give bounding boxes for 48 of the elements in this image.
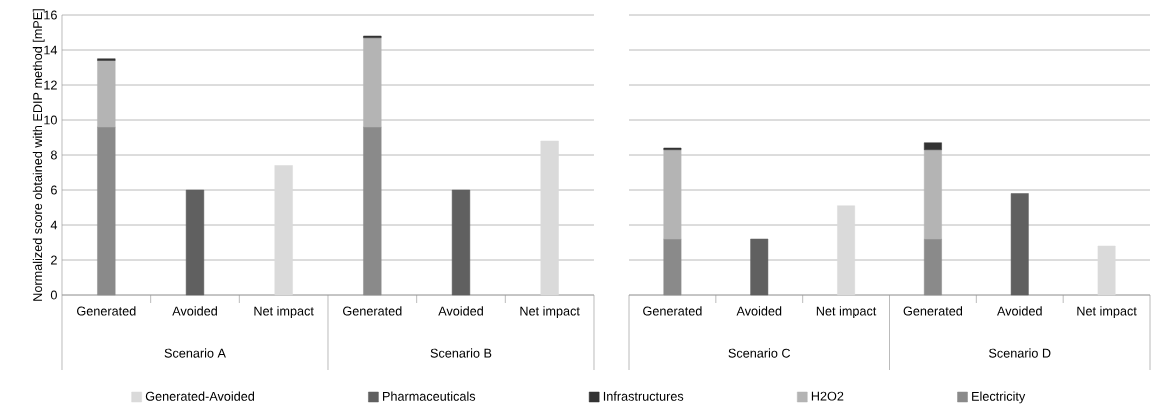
bar	[97, 60, 116, 128]
text: Scenario D	[989, 348, 1051, 358]
x-tick-label: Avoided	[438, 306, 483, 316]
x-tick-label: Avoided	[736, 306, 782, 316]
y-tick-label: 10	[44, 115, 57, 125]
x-tick-label: Net impact	[1077, 306, 1137, 319]
y-tick-label: 8	[50, 150, 57, 160]
bar	[923, 149, 942, 240]
legend-label: H2O2	[811, 391, 844, 401]
bar	[274, 165, 293, 296]
y-tick-label: 14	[44, 45, 58, 55]
bar	[185, 189, 205, 296]
x-tick-label: Generated	[77, 306, 136, 316]
text: Scenario C	[728, 348, 791, 358]
x-tick-label: Net impact	[520, 306, 580, 319]
bar	[363, 37, 382, 128]
x-tick-label: Avoided	[997, 306, 1042, 316]
y-tick-label: 0	[50, 290, 57, 300]
bar	[750, 238, 769, 296]
x-tick-label: Generated	[903, 306, 963, 316]
legend-label: Pharmaceuticals	[383, 391, 476, 401]
bar	[97, 126, 116, 296]
bar	[363, 126, 382, 296]
legend-label: Electricity	[972, 391, 1026, 404]
y-tick-label: 6	[51, 185, 57, 195]
bar	[540, 140, 559, 296]
x-tick-label: Net impact	[254, 306, 314, 319]
x-tick-label: Generated	[643, 306, 702, 316]
bar	[663, 149, 682, 240]
y-axis-title: Normalized score obtained with EDIP method [mPE]	[32, 9, 45, 301]
bar	[923, 142, 942, 150]
text: Scenario B	[430, 348, 492, 358]
legend-label: Generated-Avoided	[145, 391, 254, 401]
y-tick-label: 12	[44, 80, 57, 90]
legend-label: Infrastructures	[603, 391, 684, 401]
x-tick-label: Net impact	[816, 306, 877, 319]
bar	[1097, 245, 1116, 296]
bar	[923, 238, 942, 296]
y-tick-label: 2	[51, 255, 57, 265]
x-tick-label: Generated	[343, 306, 402, 316]
text: Scenario A	[164, 348, 226, 358]
bar	[1010, 193, 1029, 296]
x-tick-label: Avoided	[172, 306, 217, 316]
y-tick-label: 16	[44, 10, 57, 20]
bar	[451, 189, 471, 296]
bar	[663, 238, 682, 296]
bar	[837, 205, 856, 296]
y-tick-label: 4	[50, 220, 58, 230]
